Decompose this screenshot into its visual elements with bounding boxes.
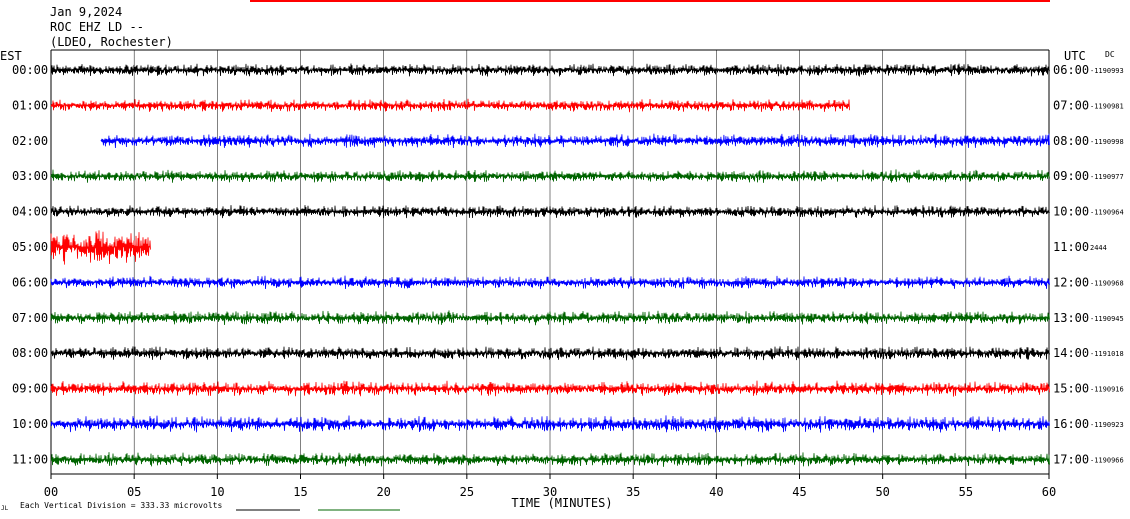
x-tick-label: 25: [460, 485, 474, 499]
est-label: EST: [0, 49, 22, 63]
est-row-label: 10:00: [12, 417, 48, 431]
trace-0400: [50, 205, 1050, 219]
x-tick-label: 35: [626, 485, 640, 499]
est-row-label: 01:00: [12, 98, 48, 112]
est-row-label: 11:00: [12, 452, 48, 466]
trace-0900: [50, 380, 1050, 397]
header-network: (LDEO, Rochester): [50, 35, 173, 49]
trace-0000: [50, 63, 1050, 77]
x-tick-label: 45: [792, 485, 806, 499]
est-row-label: 03:00: [12, 169, 48, 183]
utc-row-label: 12:00: [1053, 275, 1089, 289]
x-tick-label: 10: [210, 485, 224, 499]
x-axis-title: TIME (MINUTES): [511, 496, 612, 510]
x-tick-label: 30: [543, 485, 557, 499]
dc-value: -1190993: [1090, 67, 1124, 75]
est-row-label: 02:00: [12, 134, 48, 148]
header-station: ROC EHZ LD --: [50, 20, 144, 34]
dc-value: -1191018: [1090, 350, 1124, 358]
dc-value: -1190981: [1090, 102, 1124, 110]
x-tick-label: 00: [44, 485, 58, 499]
dc-value: 2444: [1090, 244, 1107, 252]
trace-0200: [100, 133, 1050, 149]
trace-1100: [50, 452, 1050, 467]
trace-0600: [50, 275, 1050, 290]
footer-mark: JL: [1, 505, 9, 512]
grid-lines: [50, 49, 1050, 475]
est-row-label: 04:00: [12, 205, 48, 219]
dc-value: -1190977: [1090, 173, 1124, 181]
x-tick-label: 20: [376, 485, 390, 499]
x-tick-label: 05: [127, 485, 141, 499]
utc-row-label: 08:00: [1053, 134, 1089, 148]
dc-label: DC: [1105, 50, 1115, 59]
x-tick-label: 60: [1042, 485, 1056, 499]
est-row-label: 00:00: [12, 63, 48, 77]
x-tick-label: 15: [293, 485, 307, 499]
dc-value: -1190945: [1090, 315, 1124, 323]
trace-0300: [50, 169, 1050, 183]
utc-row-label: 07:00: [1053, 98, 1089, 112]
utc-row-label: 13:00: [1053, 311, 1089, 325]
utc-row-label: 14:00: [1053, 346, 1089, 360]
dc-value: -1190998: [1090, 138, 1124, 146]
utc-label: UTC: [1064, 49, 1086, 63]
utc-row-label: 10:00: [1053, 205, 1089, 219]
trace-0500: [50, 230, 151, 265]
x-tick-label: 50: [875, 485, 889, 499]
x-tick-label: 55: [959, 485, 973, 499]
dc-value: -1190966: [1090, 456, 1124, 464]
trace-1000: [50, 415, 1050, 433]
utc-row-label: 15:00: [1053, 382, 1089, 396]
trace-0100: [50, 98, 850, 113]
trace-0700: [50, 310, 1050, 326]
footer-note: Each Vertical Division = 333.33 microvol…: [20, 501, 222, 510]
est-row-label: 06:00: [12, 275, 48, 289]
traces: [50, 63, 1050, 467]
utc-row-label: 16:00: [1053, 417, 1089, 431]
est-row-label: 09:00: [12, 382, 48, 396]
x-tick-labels: 00 05 10 15 20 25 30 35 40 45 50 55 60: [44, 474, 1056, 499]
dc-value: -1190968: [1090, 279, 1124, 287]
trace-0800: [50, 345, 1050, 361]
est-row-label: 05:00: [12, 240, 48, 254]
est-row-label: 08:00: [12, 346, 48, 360]
dc-value: -1190923: [1090, 421, 1124, 429]
dc-value: -1190964: [1090, 209, 1124, 217]
utc-row-label: 17:00: [1053, 452, 1089, 466]
header-date: Jan 9,2024: [50, 5, 122, 19]
utc-row-label: 11:00: [1053, 240, 1089, 254]
est-row-label: 07:00: [12, 311, 48, 325]
utc-row-label: 09:00: [1053, 169, 1089, 183]
utc-row-label: 06:00: [1053, 63, 1089, 77]
x-tick-label: 40: [709, 485, 723, 499]
dc-value: -1190916: [1090, 386, 1124, 394]
